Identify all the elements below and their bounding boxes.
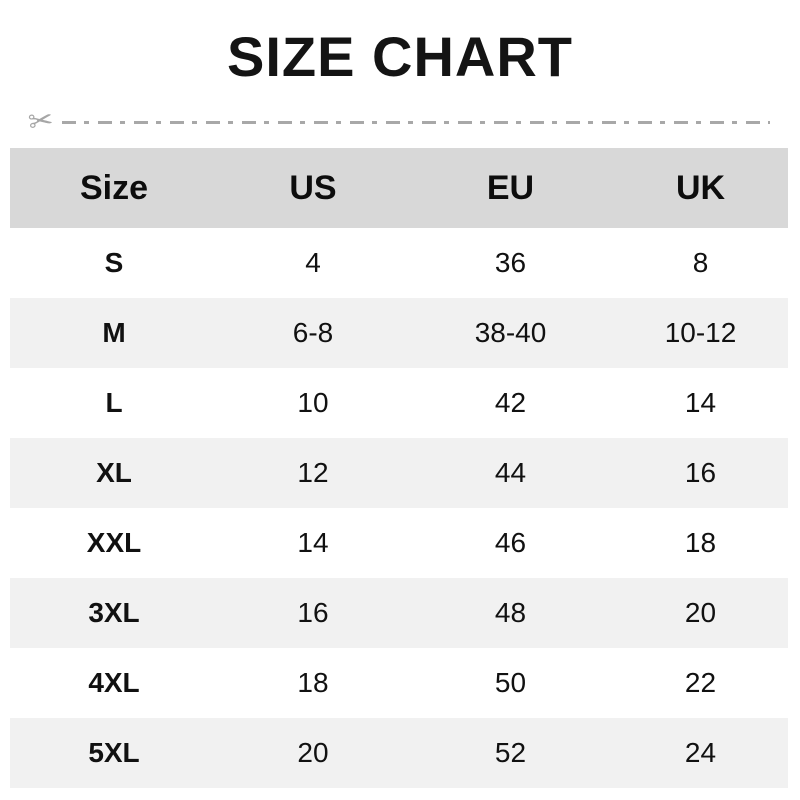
cell-us: 6-8 bbox=[292, 317, 334, 348]
table-header-row: Size US EU UK bbox=[10, 148, 788, 228]
cell-size: S bbox=[104, 247, 124, 278]
cell-us: 14 bbox=[297, 527, 329, 558]
cell-size: M bbox=[102, 317, 126, 348]
table-row: XL 12 44 16 bbox=[10, 438, 788, 508]
column-header-size: Size bbox=[10, 148, 218, 228]
page-title: SIZE CHART bbox=[227, 25, 573, 88]
cell-uk: 16 bbox=[684, 457, 717, 488]
cell-size: 4XL bbox=[88, 667, 140, 698]
cell-eu: 52 bbox=[494, 737, 527, 768]
table-body: S 4 36 8 M 6-8 38-40 10-12 L 10 42 14 XL… bbox=[10, 228, 788, 788]
table-header: Size US EU UK bbox=[10, 148, 788, 228]
table-row: S 4 36 8 bbox=[10, 228, 788, 298]
cell-size: 5XL bbox=[88, 737, 140, 768]
cell-eu: 36 bbox=[494, 247, 527, 278]
cell-eu: 38-40 bbox=[474, 317, 547, 348]
table-row: L 10 42 14 bbox=[10, 368, 788, 438]
cell-uk: 18 bbox=[684, 527, 717, 558]
column-header-us: US bbox=[218, 148, 408, 228]
cell-uk: 10-12 bbox=[664, 317, 737, 348]
cell-eu: 44 bbox=[494, 457, 527, 488]
cell-eu: 48 bbox=[494, 597, 527, 628]
table-row: 4XL 18 50 22 bbox=[10, 648, 788, 718]
size-chart-table: Size US EU UK S 4 36 8 M 6-8 38-40 10-12… bbox=[10, 148, 788, 788]
cell-us: 12 bbox=[297, 457, 329, 488]
cell-us: 10 bbox=[297, 387, 329, 418]
cell-uk: 14 bbox=[684, 387, 717, 418]
cell-us: 20 bbox=[297, 737, 329, 768]
cell-size: 3XL bbox=[88, 597, 140, 628]
dashed-cut-line bbox=[62, 121, 770, 124]
table-row: 3XL 16 48 20 bbox=[10, 578, 788, 648]
cut-line: ✂ bbox=[22, 103, 774, 141]
column-header-uk: UK bbox=[613, 148, 788, 228]
cell-eu: 50 bbox=[494, 667, 527, 698]
cell-uk: 24 bbox=[684, 737, 717, 768]
scissors-icon: ✂ bbox=[26, 103, 56, 140]
cell-eu: 46 bbox=[494, 527, 527, 558]
cell-eu: 42 bbox=[494, 387, 527, 418]
cell-size: XL bbox=[96, 457, 132, 488]
cell-us: 4 bbox=[305, 247, 321, 278]
cell-us: 16 bbox=[297, 597, 329, 628]
cell-size: L bbox=[105, 387, 123, 418]
table-row: M 6-8 38-40 10-12 bbox=[10, 298, 788, 368]
cell-uk: 20 bbox=[684, 597, 717, 628]
table-row: 5XL 20 52 24 bbox=[10, 718, 788, 788]
cell-uk: 22 bbox=[684, 667, 717, 698]
column-header-eu: EU bbox=[408, 148, 613, 228]
table-row: XXL 14 46 18 bbox=[10, 508, 788, 578]
cell-uk: 8 bbox=[692, 247, 709, 278]
cell-us: 18 bbox=[297, 667, 329, 698]
cell-size: XXL bbox=[86, 527, 142, 558]
